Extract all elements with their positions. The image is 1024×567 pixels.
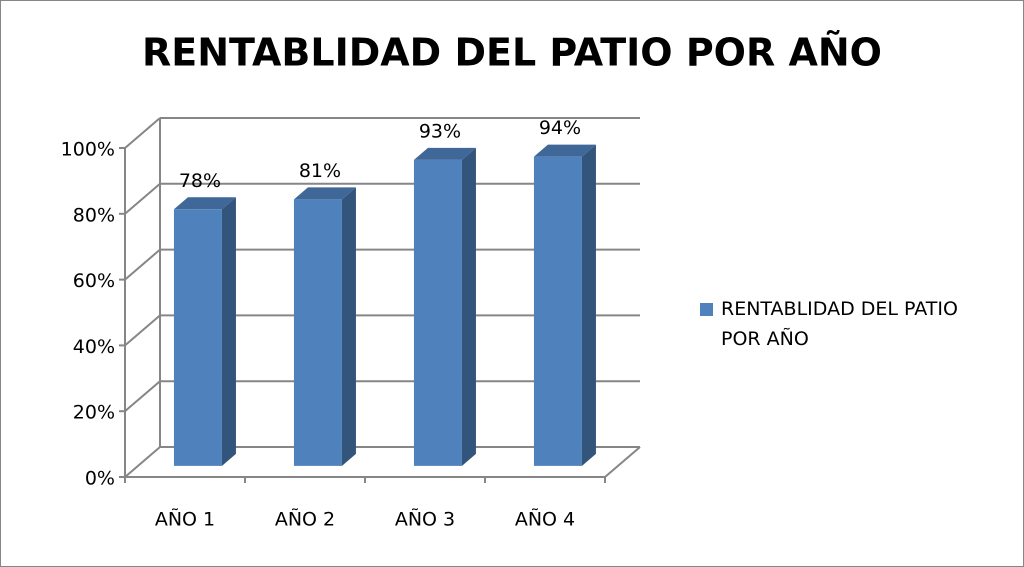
- bar-top: [413, 147, 476, 160]
- value-label: 93%: [419, 120, 461, 142]
- bar-top: [293, 187, 356, 200]
- bar-top: [533, 144, 596, 157]
- x-tick-label: AÑO 1: [155, 508, 215, 531]
- bar-side: [461, 147, 476, 466]
- bar-front: [533, 156, 582, 466]
- y-tick-label: 20%: [73, 402, 115, 424]
- value-label: 94%: [539, 117, 581, 139]
- grid-line-side: [124, 314, 161, 347]
- y-tick-label: 60%: [73, 270, 115, 292]
- y-tick-label: 80%: [73, 204, 115, 226]
- legend-swatch: [700, 303, 713, 316]
- grid-line-side: [124, 248, 161, 281]
- bar: [413, 147, 476, 466]
- bar-side: [341, 187, 356, 466]
- legend-label: RENTABLIDAD DEL PATIO POR AÑO: [721, 298, 958, 350]
- y-tick-label: 100%: [61, 139, 115, 161]
- bar-side: [581, 144, 596, 466]
- bar-front: [413, 159, 462, 466]
- bar-side: [221, 197, 236, 466]
- grid-line-side: [124, 183, 161, 215]
- value-label: 81%: [299, 160, 341, 182]
- chart-title: RENTABLIDAD DEL PATIO POR AÑO: [142, 31, 882, 75]
- value-label: 78%: [179, 170, 221, 192]
- y-tick-label: 0%: [85, 468, 115, 490]
- legend: RENTABLIDAD DEL PATIO POR AÑO: [700, 294, 1000, 354]
- floor-right: [604, 446, 641, 478]
- bar: [173, 197, 236, 466]
- grid-line-side: [124, 380, 161, 412]
- x-tick-label: AÑO 4: [515, 508, 575, 531]
- bar: [533, 144, 596, 466]
- bar-front: [293, 199, 342, 466]
- bar-front: [173, 209, 222, 466]
- x-tick-label: AÑO 2: [275, 508, 335, 531]
- bar: [293, 187, 356, 466]
- grid-line-side: [124, 117, 161, 149]
- grid-line-side: [124, 446, 161, 478]
- x-tick-label: AÑO 3: [395, 508, 455, 531]
- y-tick-label: 40%: [73, 336, 115, 358]
- bar-top: [173, 197, 236, 210]
